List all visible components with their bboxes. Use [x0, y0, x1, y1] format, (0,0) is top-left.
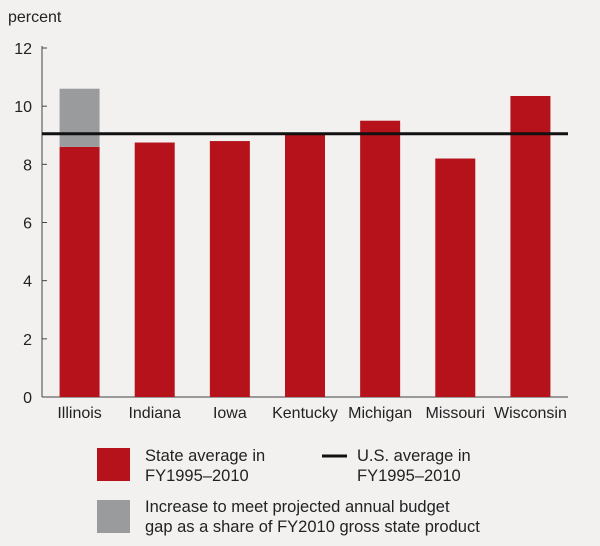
x-tick-label: Missouri: [426, 405, 486, 422]
bar-wisconsin-series-0: [510, 95, 551, 398]
bar-kentucky-series-0: [285, 133, 325, 397]
legend-label: State average in: [145, 447, 265, 465]
y-tick-label: 2: [23, 332, 32, 349]
axes: 0 2 4 6 8 10 12: [14, 41, 568, 407]
y-tick-label: 12: [14, 41, 32, 58]
legend-item: U.S. average in FY1995–2010: [322, 447, 471, 485]
y-tick-label: 4: [23, 274, 32, 291]
bar-indiana-series-0: [134, 142, 175, 397]
legend-swatch: [97, 448, 130, 481]
legend-label: Increase to meet projected annual budget: [145, 498, 450, 516]
x-tick-label: Indiana: [128, 405, 181, 422]
bar-illinois-series-1: [59, 88, 100, 147]
x-tick-label: Illinois: [57, 405, 101, 422]
bars: [59, 88, 551, 398]
legend-label: U.S. average in: [357, 447, 471, 465]
x-tick-label: Wisconsin: [494, 405, 567, 422]
legend-label: FY1995–2010: [145, 467, 249, 485]
legend-item: State average in FY1995–2010: [97, 447, 265, 485]
x-tick-label: Kentucky: [272, 405, 338, 422]
y-tick-label: 6: [23, 216, 32, 233]
x-axis-ticks: Illinois Indiana Iowa Kentucky Michigan Misso…: [57, 405, 567, 422]
legend-swatch: [97, 500, 130, 533]
bar-missouri-series-0: [435, 158, 476, 397]
legend-label: gap as a share of FY2010 gross state pro…: [145, 518, 480, 536]
y-tick-label: 10: [14, 99, 32, 116]
y-axis-unit-label: percent: [8, 9, 62, 26]
x-tick-label: Iowa: [213, 405, 247, 422]
y-tick-label: 8: [23, 157, 32, 174]
bar-iowa-series-0: [209, 141, 250, 397]
legend-item: Increase to meet projected annual budget…: [97, 498, 480, 536]
y-tick-label: 0: [23, 390, 32, 407]
x-tick-label: Michigan: [348, 405, 412, 422]
bar-michigan-series-0: [360, 120, 401, 397]
legend-label: FY1995–2010: [357, 467, 461, 485]
bar-illinois-series-0: [59, 146, 100, 397]
